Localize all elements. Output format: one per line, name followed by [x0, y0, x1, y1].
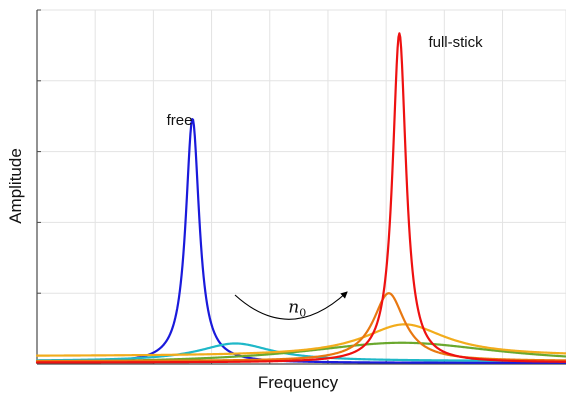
series-line-1	[35, 342, 566, 362]
series-line-3	[35, 323, 566, 357]
annotation-1: full-stick	[428, 34, 483, 51]
grid-lines	[37, 9, 566, 364]
annotation-2: n0	[288, 298, 306, 320]
annotations: free full-stick n0	[167, 34, 483, 320]
x-axis-label: Frequency	[258, 373, 339, 392]
series-line-5	[35, 32, 566, 364]
series-lines	[35, 32, 566, 364]
y-axis-label: Amplitude	[6, 148, 25, 224]
series-line-0	[35, 118, 566, 364]
transition-arrow	[234, 291, 348, 320]
annotation-0: free	[167, 112, 193, 129]
